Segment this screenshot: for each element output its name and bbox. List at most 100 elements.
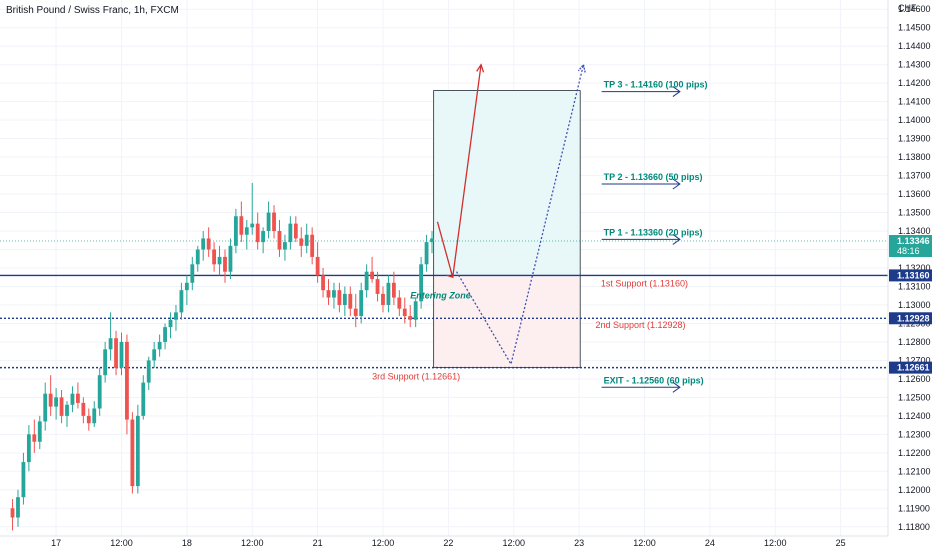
time-axis[interactable]: 17 12:00 18 12:00 21 12:00 22 12:00 23 12:00 24 12:… (51, 538, 846, 548)
candle-body (408, 316, 413, 320)
candle-body (125, 341, 129, 420)
projection-arrowhead (476, 63, 485, 73)
candle-body (364, 271, 369, 291)
time-tick-label: 12:00 (502, 538, 525, 548)
candle-body (250, 223, 255, 228)
candle-body (266, 212, 271, 232)
candle-body (255, 223, 260, 243)
candle-body (108, 338, 113, 350)
countdown-label: 48:16 (897, 246, 920, 256)
candle-body (43, 393, 48, 422)
price-tick-label: 1.12500 (898, 392, 931, 402)
candle-body (206, 238, 211, 250)
price-tick-label: 1.13500 (898, 208, 931, 218)
entry-arrowhead (446, 270, 454, 279)
price-tag-bg (889, 269, 932, 282)
candle-body (283, 242, 287, 250)
candle-body (75, 393, 80, 403)
price-tick-label: 1.14100 (898, 97, 931, 107)
price-tick-label: 1.13200 (898, 263, 931, 273)
time-tick-label: 12:00 (110, 538, 133, 548)
support-label: 2nd Support (1.12928) (595, 320, 685, 330)
price-tick-label: 1.13800 (898, 152, 931, 162)
candle-body (152, 349, 157, 361)
candle-body (141, 382, 146, 416)
candle-body (310, 234, 315, 257)
candle-body (342, 293, 347, 305)
target-label: TP 1 - 1.13360 (20 pips) (604, 227, 703, 237)
profit-zone (433, 90, 581, 276)
price-tick-label: 1.13900 (898, 134, 931, 144)
currency-label: CHF (898, 3, 917, 13)
candle-body (261, 231, 266, 243)
candle-body (430, 238, 434, 243)
candle-body (244, 227, 249, 235)
price-axis[interactable]: 1.11800 1.11900 1.12000 1.12100 1.12200 1.123… (898, 4, 931, 532)
price-tick-label: 1.14400 (898, 41, 931, 51)
time-tick-label: 18 (182, 538, 192, 548)
chart-title: British Pound / Swiss Franc, 1h, FXCM (6, 5, 179, 16)
support-label: 1st Support (1.13160) (601, 278, 688, 288)
candle-body (81, 402, 86, 416)
candle-body (370, 271, 374, 280)
candle-body (10, 508, 15, 518)
price-tick-label: 1.11900 (898, 503, 930, 513)
price-tick-label: 1.12800 (898, 337, 931, 347)
time-tick-label: 21 (313, 538, 323, 548)
target-arrow-head (672, 178, 681, 190)
candle-body (304, 234, 309, 246)
current-price-tag-label: 1.13346 (897, 236, 930, 246)
time-tick-label: 12:00 (372, 538, 395, 548)
candle-body (299, 238, 304, 246)
candle-body (381, 293, 385, 305)
time-tick-label: 12:00 (764, 538, 787, 548)
candle-body (168, 319, 173, 328)
candle-body (272, 212, 276, 232)
candle-body (97, 375, 102, 409)
price-tick-label: 1.12600 (898, 374, 931, 384)
time-tick-label: 24 (705, 538, 715, 548)
support-label: 3rd Support (1.12661) (372, 372, 460, 382)
candle-body (315, 256, 320, 276)
time-tick-label: 12:00 (633, 538, 656, 548)
target-arrow-head (672, 381, 681, 393)
support-label: Entering Zone (410, 290, 471, 300)
price-tick-label: 1.13100 (898, 281, 931, 291)
candle-body (54, 397, 59, 407)
candle-body (92, 408, 97, 424)
candle-body (223, 256, 227, 272)
price-tag-label: 1.12661 (897, 363, 930, 373)
candle-body (233, 216, 238, 246)
candle-body (48, 393, 53, 407)
candle-body (424, 242, 429, 265)
candle-body (217, 256, 222, 265)
candle-body (386, 282, 391, 305)
loss-zone (433, 274, 581, 369)
candle-body (119, 341, 124, 368)
position-tool[interactable] (433, 90, 581, 369)
candle-body (190, 264, 195, 283)
price-tag-label: 1.13160 (897, 270, 930, 280)
candle-body (114, 338, 118, 368)
candle-body (326, 290, 331, 298)
candle-body (353, 308, 358, 317)
price-tick-label: 1.12700 (898, 355, 931, 365)
candle-body (157, 341, 162, 350)
candle-body (337, 290, 342, 305)
candle-body (130, 419, 135, 487)
annotations: TP 3 - 1.14160 (100 pips) TP 2 - 1.13660 … (372, 80, 708, 393)
time-tick-label: 25 (836, 538, 846, 548)
candle-body (65, 404, 69, 416)
candle-body (201, 238, 206, 250)
candle-body (402, 308, 407, 317)
target-label: EXIT - 1.12560 (60 pips) (604, 375, 704, 385)
candle-body (359, 290, 364, 317)
candle-body (293, 223, 298, 239)
candle-body (16, 497, 20, 518)
target-label: TP 2 - 1.13660 (50 pips) (604, 172, 703, 182)
projection-paths (436, 63, 586, 366)
candle-body (413, 301, 418, 320)
price-tick-label: 1.14000 (898, 115, 931, 125)
